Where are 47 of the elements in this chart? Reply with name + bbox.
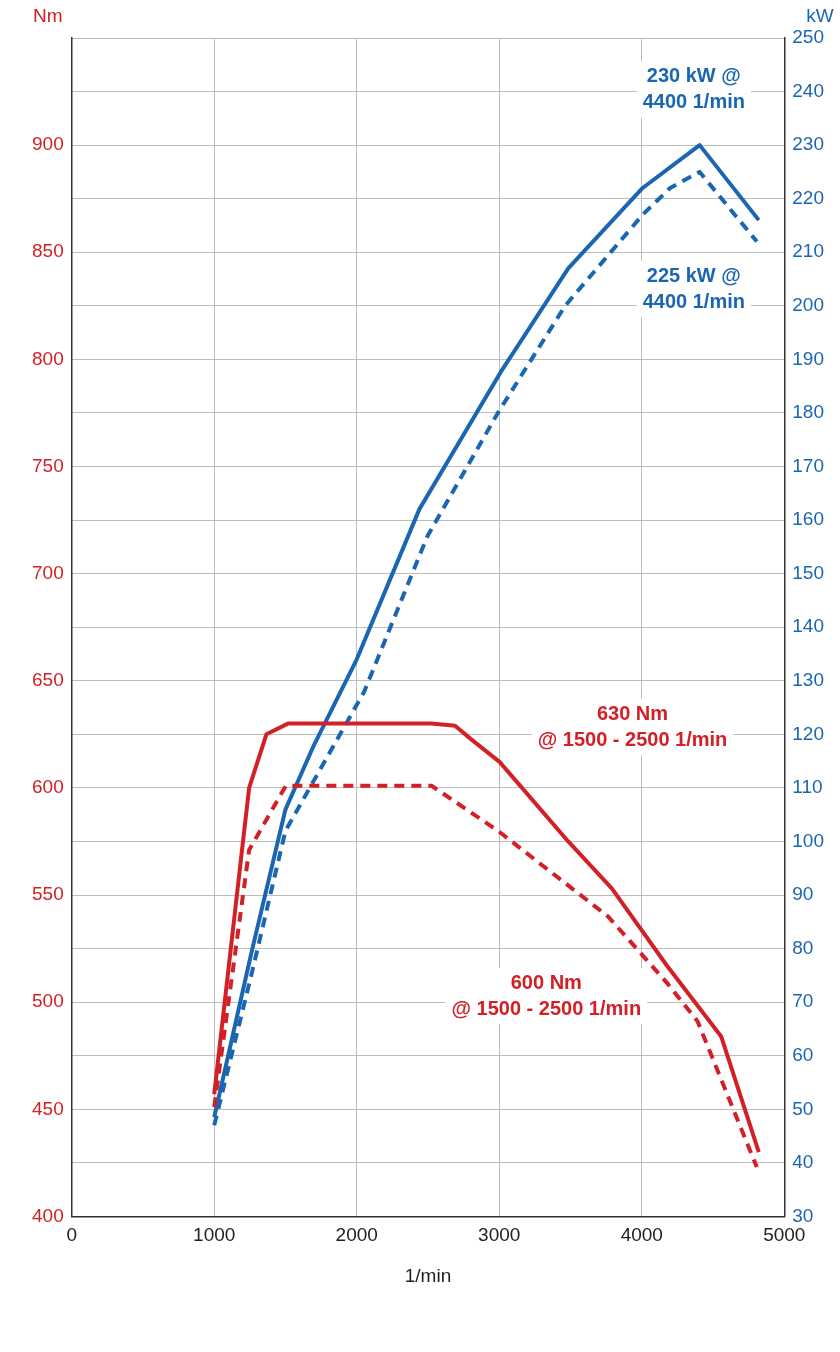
y-tick-label: 650 [32,669,64,690]
y2-tick-label: 110 [792,776,823,798]
annotation: 600 Nm @ 1500 - 2500 1/min [451,970,642,1019]
y2-tick-label: 190 [792,347,824,369]
y-tick-label: 900 [32,133,64,155]
y2-tick-label: 90 [792,883,814,905]
y2-tick-label: 180 [792,401,824,423]
y2-tick-label: 40 [792,1151,814,1173]
x-tick-label: 5000 [763,1224,806,1246]
y2-tick-label: 140 [792,615,824,637]
y-tick-label: 550 [32,883,64,905]
annotation: 630 Nm @ 1500 - 2500 1/min [537,701,728,750]
y2-tick-label: 160 [792,508,824,530]
y-tick-label: 800 [32,347,64,369]
y2-tick-label: 100 [792,829,824,851]
y2-tick-label: 220 [792,186,824,208]
y2-axis-title: kW [806,5,834,27]
x-axis-title: 1/min [404,1264,452,1286]
y2-tick-label: 240 [792,79,824,101]
y-tick-label: 500 [32,990,64,1012]
y-tick-label: 450 [32,1097,64,1119]
y2-tick-label: 80 [792,936,814,958]
x-tick-label: 4000 [620,1224,663,1246]
y2-tick-label: 250 [792,26,824,48]
y-tick-label: 600 [32,776,64,798]
y2-tick-label: 150 [792,561,824,583]
y2-tick-label: 130 [792,669,824,690]
y2-tick-label: 230 [792,133,824,155]
y-tick-label: 400 [32,1204,64,1226]
y-tick-label: 750 [32,454,64,476]
y2-tick-label: 210 [792,240,824,262]
annotation: 225 kW @ 4400 1/min [642,263,745,312]
y2-tick-label: 120 [792,722,824,744]
y2-tick-label: 200 [792,294,824,316]
y2-tick-label: 170 [792,454,824,476]
x-tick-label: 0 [66,1224,77,1246]
y2-tick-label: 50 [792,1097,814,1119]
y-tick-label: 700 [32,561,64,583]
x-tick-label: 3000 [478,1224,521,1246]
annotation: 230 kW @ 4400 1/min [642,64,745,113]
y-axis-title: Nm [33,5,63,27]
y-tick-label: 850 [32,240,64,262]
y2-tick-label: 30 [792,1204,814,1226]
y2-tick-label: 70 [792,990,814,1012]
x-tick-label: 2000 [335,1224,378,1246]
x-tick-label: 1000 [193,1224,236,1246]
y2-tick-label: 60 [792,1043,814,1065]
